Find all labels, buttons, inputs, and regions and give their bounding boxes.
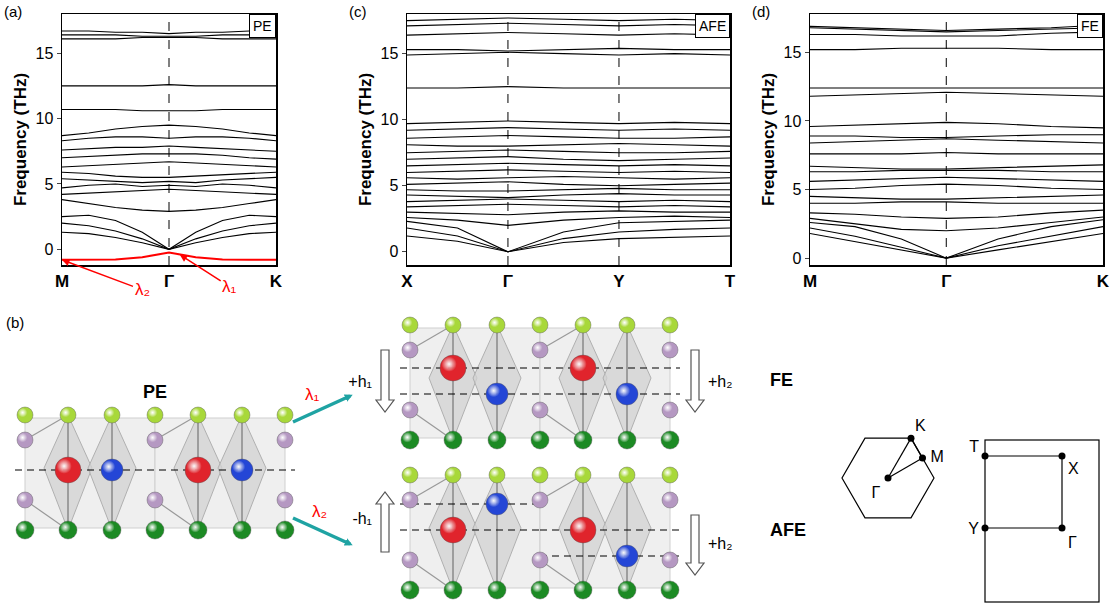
- svg-text:FE: FE: [770, 370, 793, 390]
- svg-text:M: M: [803, 272, 817, 291]
- svg-text:Γ: Γ: [503, 272, 513, 291]
- svg-text:K: K: [270, 272, 283, 291]
- svg-text:λ₂: λ₂: [312, 502, 327, 521]
- svg-text:Frequency (THz): Frequency (THz): [759, 73, 778, 206]
- svg-text:Γ: Γ: [941, 272, 951, 291]
- svg-text:-h₁: -h₁: [352, 510, 372, 527]
- svg-text:15: 15: [381, 45, 399, 62]
- svg-text:λ₂: λ₂: [135, 280, 150, 299]
- svg-text:5: 5: [792, 181, 801, 198]
- svg-text:λ₁: λ₁: [305, 385, 320, 404]
- svg-text:(b): (b): [6, 314, 24, 331]
- svg-text:AFE: AFE: [770, 520, 806, 540]
- svg-text:Γ: Γ: [872, 484, 881, 501]
- svg-text:PE: PE: [143, 382, 167, 402]
- svg-text:T: T: [725, 272, 736, 291]
- svg-text:+h₂: +h₂: [708, 373, 732, 390]
- svg-text:0: 0: [389, 243, 398, 260]
- svg-text:0: 0: [792, 250, 801, 267]
- svg-text:0: 0: [44, 241, 53, 258]
- svg-text:15: 15: [36, 45, 54, 62]
- svg-text:K: K: [1097, 272, 1110, 291]
- svg-text:X: X: [401, 272, 413, 291]
- svg-text:Γ: Γ: [1068, 534, 1077, 551]
- svg-text:Y: Y: [613, 272, 625, 291]
- svg-text:Frequency (THz): Frequency (THz): [11, 73, 30, 206]
- svg-text:(c): (c): [349, 3, 367, 20]
- svg-text:Frequency (THz): Frequency (THz): [356, 73, 375, 206]
- svg-text:10: 10: [784, 113, 802, 130]
- svg-text:15: 15: [784, 44, 802, 61]
- svg-text:5: 5: [44, 176, 53, 193]
- svg-text:5: 5: [389, 177, 398, 194]
- svg-text:(d): (d): [752, 3, 770, 20]
- svg-text:+h₁: +h₁: [348, 373, 372, 390]
- svg-text:10: 10: [36, 110, 54, 127]
- svg-text:(a): (a): [4, 3, 22, 20]
- svg-text:K: K: [915, 417, 926, 434]
- svg-text:X: X: [1068, 460, 1079, 477]
- svg-text:PE: PE: [253, 18, 272, 34]
- svg-text:M: M: [55, 272, 69, 291]
- svg-text:+h₂: +h₂: [708, 535, 732, 552]
- svg-text:T: T: [969, 438, 979, 455]
- svg-text:AFE: AFE: [699, 18, 726, 34]
- svg-text:Γ: Γ: [164, 272, 174, 291]
- svg-text:Y: Y: [968, 520, 979, 537]
- svg-text:M: M: [931, 448, 944, 465]
- svg-text:FE: FE: [1081, 18, 1099, 34]
- svg-text:λ₁: λ₁: [222, 277, 237, 296]
- svg-text:10: 10: [381, 111, 399, 128]
